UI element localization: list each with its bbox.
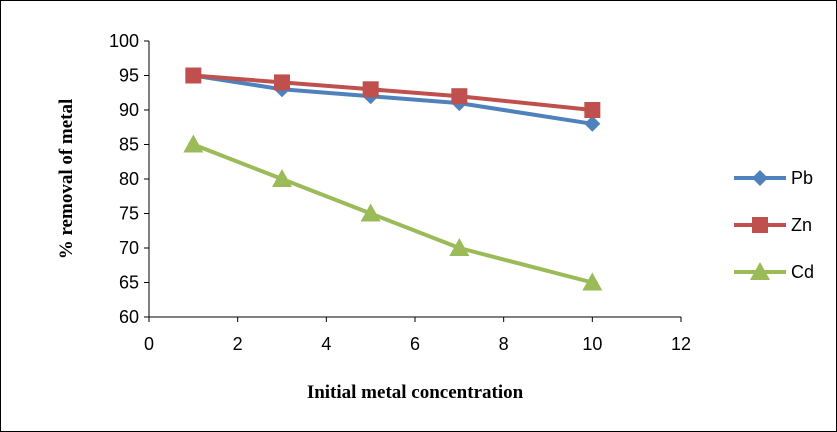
x-tick-label: 12	[671, 334, 691, 354]
data-point-cd	[582, 272, 603, 291]
legend-item-cd: Cd	[734, 262, 814, 282]
y-tick-label: 60	[119, 307, 139, 327]
y-tick-label: 95	[119, 66, 139, 86]
legend-marker-zn	[752, 217, 768, 233]
x-axis-title: Initial metal concentration	[307, 382, 524, 403]
data-point-zn	[362, 81, 379, 98]
legend-item-zn: Zn	[734, 215, 812, 235]
y-tick-label: 100	[109, 31, 139, 51]
x-tick-label: 10	[582, 334, 602, 354]
legend-label-pb: Pb	[791, 168, 813, 188]
series-cd	[183, 134, 603, 291]
data-point-zn	[185, 67, 202, 84]
x-axis: 0 2 4 6 8 10 12	[144, 316, 691, 354]
y-axis-title: % removal of metal	[56, 99, 77, 260]
legend-label-cd: Cd	[791, 262, 814, 282]
data-point-zn	[584, 102, 601, 118]
legend-marker-cd	[750, 262, 770, 280]
legend-marker-pb	[752, 170, 768, 186]
data-point-zn	[274, 74, 290, 91]
series-zn	[185, 67, 601, 118]
plot-area	[183, 67, 603, 291]
legend: Pb Zn Cd	[734, 168, 814, 282]
data-point-cd	[272, 169, 292, 187]
y-axis: 60 65 70 75 80 85 90 95 100	[109, 31, 150, 327]
legend-label-zn: Zn	[791, 215, 812, 235]
x-tick-label: 0	[144, 334, 154, 354]
x-tick-label: 4	[321, 334, 331, 354]
data-point-cd	[360, 203, 381, 222]
y-tick-label: 90	[119, 100, 139, 120]
x-tick-label: 8	[499, 334, 509, 354]
data-point-zn	[451, 88, 468, 105]
y-tick-label: 75	[119, 204, 139, 224]
y-tick-label: 80	[119, 169, 139, 189]
x-tick-label: 2	[233, 334, 243, 354]
y-tick-label: 70	[119, 238, 139, 258]
legend-item-pb: Pb	[734, 168, 813, 188]
data-point-cd	[183, 134, 204, 153]
x-tick-label: 6	[410, 334, 420, 354]
data-point-pb	[584, 115, 601, 132]
data-point-cd	[449, 238, 470, 256]
y-tick-label: 65	[119, 273, 139, 293]
y-tick-label: 85	[119, 135, 139, 155]
